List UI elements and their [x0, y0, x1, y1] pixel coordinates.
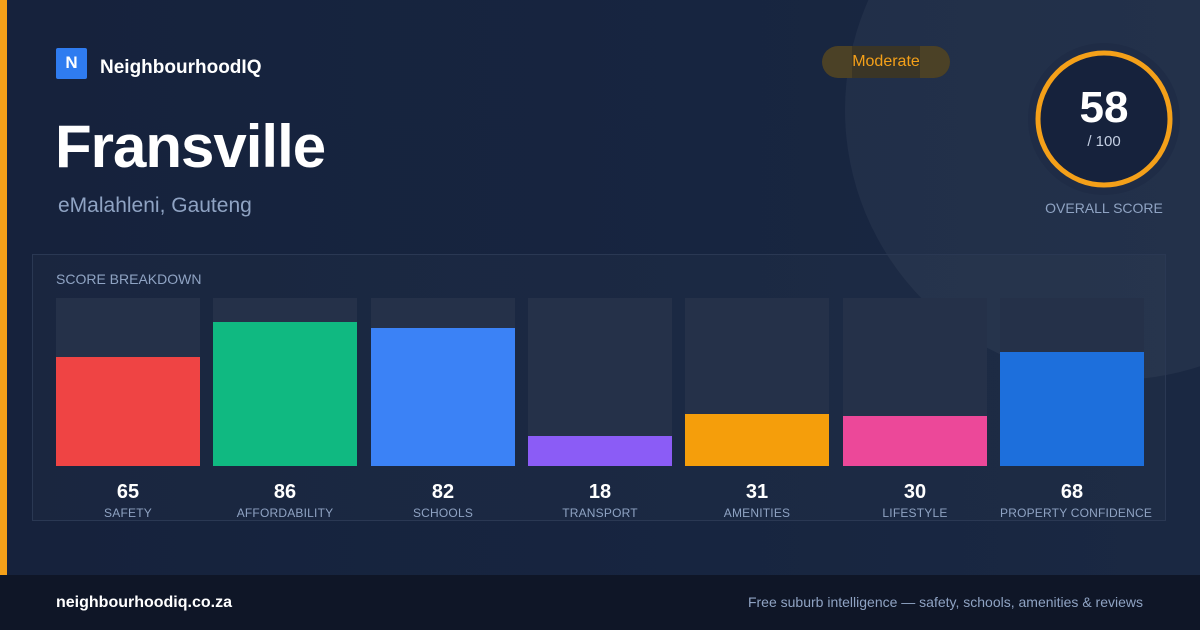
score-bar-property-confidence: 68 PROPERTY CONFIDENCE — [1000, 298, 1153, 520]
bar-label: LIFESTYLE — [882, 506, 948, 520]
bar-value: 30 — [903, 481, 927, 503]
brand: N NeighbourhoodIQ — [56, 47, 261, 79]
bar-label: SCHOOLS — [412, 506, 474, 520]
bar-fill — [843, 416, 987, 466]
bar-track — [843, 298, 987, 466]
overall-score-caption: OVERALL SCORE — [1045, 200, 1163, 216]
bar-value: 68 — [1060, 481, 1084, 503]
bar-label: SAFETY — [104, 506, 152, 520]
rating-badge: Moderate — [822, 46, 950, 78]
footer-tagline: Free suburb intelligence — safety, schoo… — [747, 594, 1143, 610]
bar-track — [56, 298, 200, 466]
bar-value: 65 — [116, 481, 140, 503]
overall-score-value: 58 — [1079, 83, 1129, 132]
bar-value: 86 — [273, 481, 297, 503]
suburb-title: Fransville — [55, 113, 326, 180]
score-bar-transport: 18 TRANSPORT — [528, 298, 672, 520]
bar-track — [213, 298, 357, 466]
bar-label: TRANSPORT — [562, 506, 638, 520]
brand-name: NeighbourhoodIQ — [100, 57, 262, 78]
score-bar-lifestyle: 30 LIFESTYLE — [843, 298, 987, 520]
bar-fill — [371, 328, 515, 466]
suburb-location: eMalahleni, Gauteng — [58, 194, 252, 217]
score-ring-arc — [1035, 50, 1173, 188]
footer: neighbourhoodiq.co.za Free suburb intell… — [0, 575, 1200, 630]
overall-score-ring — [1028, 43, 1180, 195]
bar-label: AMENITIES — [723, 506, 791, 520]
score-bar-amenities: 31 AMENITIES — [685, 298, 829, 520]
bar-fill — [213, 322, 357, 466]
bar-label: AFFORDABILITY — [236, 506, 334, 520]
bar-value: 18 — [588, 481, 612, 503]
bar-fill — [56, 357, 200, 466]
bar-track — [528, 298, 672, 466]
overall-score-max: / 100 — [1087, 133, 1121, 150]
footer-url: neighbourhoodiq.co.za — [56, 594, 232, 611]
score-breakdown-title: SCORE BREAKDOWN — [56, 271, 202, 287]
score-bar-schools: 82 SCHOOLS — [371, 298, 515, 520]
bar-label: PROPERTY CONFIDENCE — [1000, 506, 1153, 520]
bar-track — [1000, 298, 1144, 466]
bar-fill — [1000, 352, 1144, 466]
rating-badge-label: Moderate — [852, 53, 920, 70]
bar-value: 31 — [745, 481, 769, 503]
bar-track — [371, 298, 515, 466]
bar-value: 82 — [431, 481, 455, 503]
bar-fill — [528, 436, 672, 466]
accent-strip — [0, 0, 7, 575]
bar-track — [685, 298, 829, 466]
logo-icon: N — [56, 47, 87, 79]
score-bar-safety: 65 SAFETY — [56, 298, 200, 520]
score-bar-affordability: 86 AFFORDABILITY — [213, 298, 357, 520]
score-breakdown-panel — [32, 254, 1166, 521]
bar-fill — [685, 414, 829, 466]
